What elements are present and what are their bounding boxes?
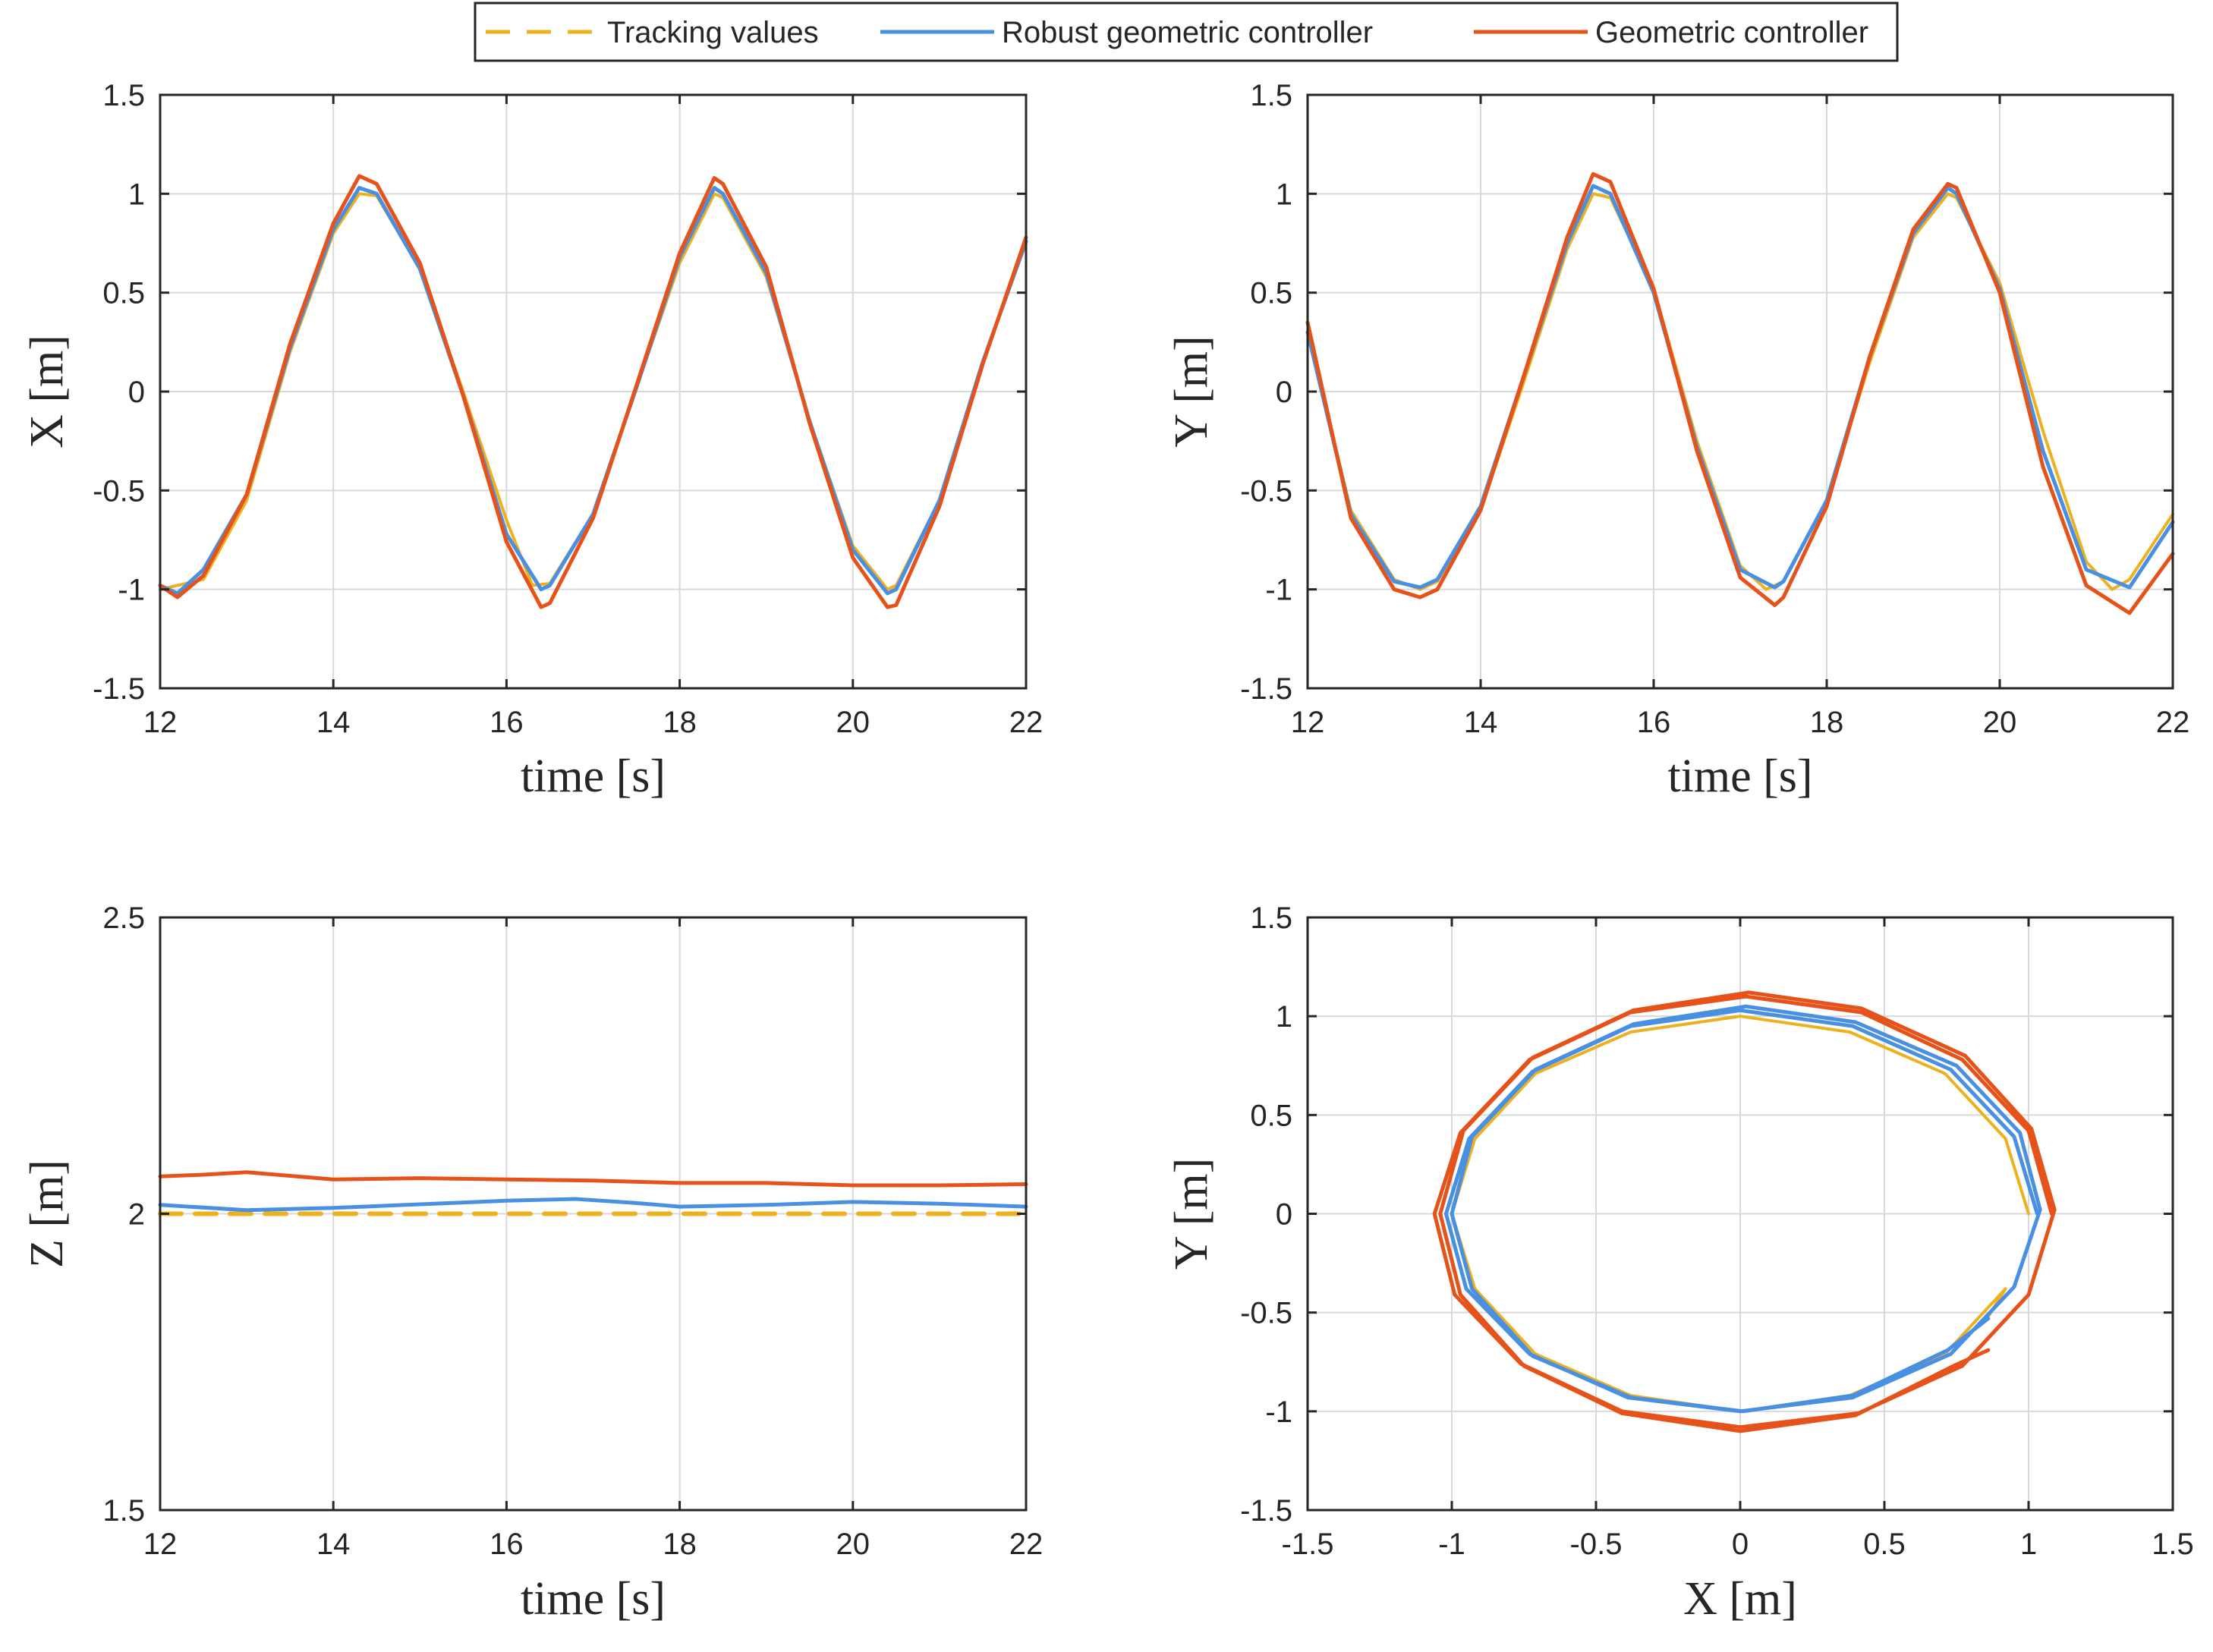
series-line-geometric-controller — [158, 174, 1028, 609]
y-tick-label: 2 — [128, 1198, 145, 1232]
x-tick-label: 12 — [143, 706, 178, 739]
x-tick-label: -0.5 — [1570, 1528, 1623, 1561]
y-tick-label: 0 — [1276, 376, 1292, 409]
y-tick-label: 1.5 — [102, 79, 145, 112]
chart-xy: -1.5 -1 -0.5 0 0.5 1 1.5 -1.5 -1 -0.5 0 0.5 1 1.5 X [m… — [1166, 902, 2194, 1625]
x-tick-label: 22 — [1009, 706, 1044, 739]
x-tick-label: 18 — [1810, 706, 1844, 739]
y-axis-label: Y [m] — [1166, 335, 1217, 448]
x-tick-label: -1.5 — [1282, 1528, 1334, 1561]
y-tick-label: -1 — [1265, 574, 1292, 607]
y-tick-label: -0.5 — [1240, 474, 1292, 508]
x-tick-label: 0 — [1732, 1528, 1749, 1561]
series-line-geometric-controller — [1432, 990, 2057, 1433]
legend-label-tracking: Tracking values — [607, 16, 819, 49]
y-axis-label: X [m] — [21, 335, 73, 448]
y-tick-label: 2.5 — [102, 902, 145, 935]
y-tick-label: 1.5 — [1250, 79, 1292, 112]
chart-x: 12 14 16 18 20 22 -1.5 -1 -0.5 0 0.5 1 1.5 time [s] X … — [21, 79, 1043, 802]
y-tick-label: -1.5 — [93, 672, 145, 706]
x-tick-label: 16 — [1637, 706, 1671, 739]
y-tick-label: -0.5 — [1240, 1297, 1292, 1330]
x-tick-label: 14 — [316, 706, 351, 739]
legend-label-geometric: Geometric controller — [1595, 16, 1868, 49]
y-tick-label: -1 — [1265, 1396, 1292, 1429]
chart-z: 12 14 16 18 20 22 1.5 2 2.5 time [s] Z [m] — [21, 902, 1043, 1625]
x-tick-label: 16 — [490, 1528, 524, 1561]
y-tick-label: -1.5 — [1240, 672, 1292, 706]
legend-label-robust: Robust geometric controller — [1002, 16, 1373, 49]
x-tick-label: -1 — [1438, 1528, 1465, 1561]
y-tick-label: 0.5 — [1250, 277, 1292, 310]
x-tick-label: 16 — [490, 706, 524, 739]
x-tick-label: 1 — [2020, 1528, 2037, 1561]
y-tick-label: 1 — [1276, 1000, 1292, 1034]
y-tick-label: 0.5 — [1250, 1099, 1292, 1132]
y-axis-label: Y [m] — [1166, 1158, 1217, 1270]
x-tick-label: 12 — [1291, 706, 1325, 739]
x-tick-label: 20 — [1983, 706, 2017, 739]
y-tick-label: 1.5 — [1250, 902, 1292, 935]
y-tick-label: 1.5 — [102, 1494, 145, 1528]
y-tick-label: 0 — [128, 376, 145, 409]
y-tick-label: -0.5 — [93, 474, 145, 508]
x-tick-label: 12 — [143, 1528, 178, 1561]
x-tick-label: 20 — [836, 706, 870, 739]
x-tick-label: 1.5 — [2152, 1528, 2194, 1561]
x-axis-label: time [s] — [521, 750, 666, 802]
y-tick-label: 1 — [128, 178, 145, 211]
x-tick-label: 20 — [836, 1528, 870, 1561]
x-axis-label: time [s] — [1667, 750, 1812, 802]
y-tick-label: 0 — [1276, 1198, 1292, 1232]
legend-box — [474, 2, 1899, 62]
y-axis-label: Z [m] — [21, 1160, 73, 1268]
x-axis-label: X [m] — [1683, 1573, 1797, 1625]
x-axis-label: time [s] — [521, 1573, 666, 1625]
x-tick-label: 18 — [663, 706, 697, 739]
x-tick-label: 14 — [316, 1528, 351, 1561]
y-tick-label: -1.5 — [1240, 1494, 1292, 1528]
series-line-robust-geometric-controller — [1443, 1004, 2042, 1414]
y-tick-label: 0.5 — [102, 277, 145, 310]
x-tick-label: 18 — [663, 1528, 697, 1561]
x-tick-label: 22 — [1009, 1528, 1044, 1561]
x-tick-label: 22 — [2156, 706, 2190, 739]
series-line-geometric-controller — [158, 1170, 1028, 1188]
y-tick-label: -1 — [118, 574, 145, 607]
series-line-robust-geometric-controller — [158, 1197, 1028, 1213]
x-tick-label: 14 — [1464, 706, 1498, 739]
y-tick-label: 1 — [1276, 178, 1292, 211]
series-line-geometric-controller — [1305, 171, 2175, 615]
chart-y: 12 14 16 18 20 22 -1.5 -1 -0.5 0 0.5 1 1.5 time [s] Y … — [1166, 79, 2189, 802]
x-tick-label: 0.5 — [1863, 1528, 1906, 1561]
legend: Tracking values Robust geometric controll… — [474, 2, 1899, 62]
